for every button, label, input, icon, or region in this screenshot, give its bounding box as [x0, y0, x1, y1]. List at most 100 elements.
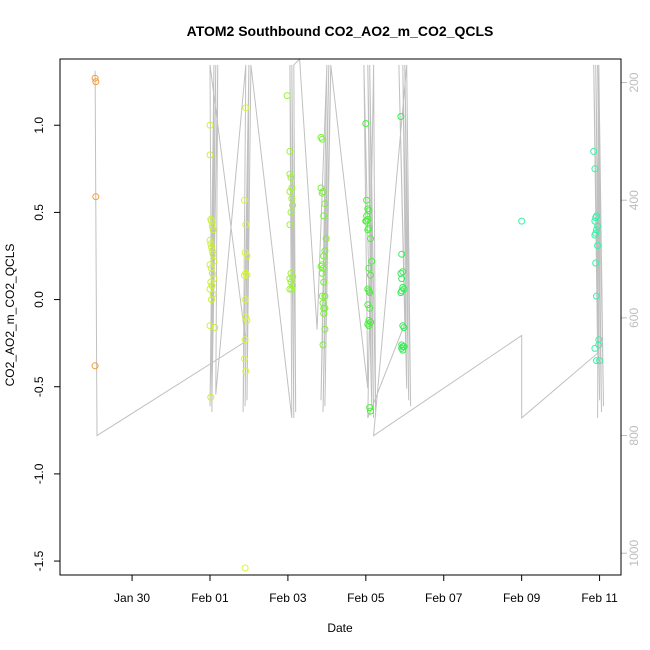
data-point: [364, 320, 372, 328]
data-point: [209, 250, 217, 258]
data-point: [240, 355, 248, 363]
data-point: [286, 188, 294, 195]
data-point: [397, 289, 405, 297]
data-point: [317, 133, 325, 141]
x-tick-label: Feb 01: [191, 591, 229, 605]
data-point: [399, 322, 407, 330]
data-point: [283, 92, 291, 100]
data-point: [318, 261, 326, 269]
x-tick-label: Feb 03: [269, 591, 307, 605]
y2-tick-label: 400: [627, 190, 641, 210]
data-point: [241, 296, 249, 304]
y2-tick-label: 800: [627, 425, 641, 445]
y-tick-label: 0.0: [32, 291, 46, 308]
data-point: [243, 252, 251, 260]
data-point: [318, 135, 326, 143]
data-point: [321, 247, 329, 255]
data-point: [362, 120, 370, 127]
data-point: [365, 264, 373, 272]
data-point: [287, 278, 295, 286]
data-point: [286, 285, 294, 293]
data-point: [363, 212, 371, 220]
data-point: [208, 247, 216, 255]
data-point: [397, 113, 405, 120]
data-point: [209, 226, 217, 234]
plot-frame: [59, 58, 622, 576]
data-point: [365, 322, 373, 330]
data-point: [363, 217, 371, 225]
x-tick-label: Feb 09: [503, 591, 541, 605]
data-point: [322, 235, 330, 243]
x-tick-label: Feb 05: [347, 591, 385, 605]
data-point: [400, 324, 408, 331]
data-point: [397, 269, 405, 277]
y2-tick-label: 1000: [627, 540, 641, 567]
data-point: [207, 240, 215, 248]
data-point: [365, 224, 373, 232]
data-point: [593, 357, 600, 365]
data-point: [364, 285, 372, 293]
data-point: [286, 221, 294, 229]
data-point: [240, 271, 248, 279]
data-point: [242, 269, 250, 277]
x-tick-label: Jan 30: [114, 591, 150, 605]
data-point: [596, 357, 604, 365]
data-point: [286, 275, 294, 283]
data-point: [398, 344, 406, 352]
data-point: [321, 325, 329, 333]
data-point: [288, 195, 296, 202]
data-point: [319, 341, 327, 349]
data-point: [288, 184, 296, 192]
data-point: [365, 317, 373, 324]
data-point: [288, 285, 296, 293]
data-point: [320, 252, 328, 260]
data-point: [286, 147, 294, 155]
y-tick-label: -1.5: [32, 550, 46, 571]
altitude-line: [94, 57, 604, 437]
data-point: [318, 189, 326, 197]
data-point: [320, 278, 328, 286]
data-point: [211, 324, 219, 331]
data-point: [364, 226, 372, 234]
data-point: [366, 304, 374, 312]
data-point: [241, 564, 249, 572]
data-point: [206, 121, 214, 129]
x-tick-label: Feb 07: [425, 591, 463, 605]
data-point: [91, 362, 99, 370]
y-tick-label: 0.5: [32, 204, 46, 221]
data-point: [318, 269, 326, 277]
data-point: [367, 407, 374, 415]
data-point: [400, 343, 408, 351]
data-point: [366, 404, 374, 412]
altitude-layer: [94, 57, 604, 437]
x-axis-label: Date: [327, 621, 353, 635]
y-axis-label: CO2_AO2_m_CO2_QCLS: [3, 244, 17, 387]
data-point: [591, 231, 599, 239]
data-point: [364, 205, 372, 213]
data-point: [210, 257, 218, 265]
data-point: [321, 200, 329, 208]
data-point: [207, 393, 215, 401]
data-point: [241, 336, 249, 344]
data-point: [286, 170, 294, 178]
data-point: [367, 271, 374, 279]
data-point: [366, 289, 374, 297]
data-point: [206, 261, 214, 269]
data-point: [242, 367, 250, 375]
data-point: [318, 292, 326, 300]
data-point: [208, 282, 216, 290]
axes-layer: Jan 30 Feb 01 Feb 03 Feb 05 Feb 07 Feb 09 Feb …: [32, 72, 641, 605]
data-point: [208, 222, 216, 230]
data-point: [399, 346, 407, 354]
data-point: [208, 296, 215, 304]
data-point: [595, 341, 603, 349]
data-point: [92, 78, 100, 86]
data-point: [206, 285, 214, 293]
data-point: [592, 259, 600, 267]
y2-tick-label: 200: [627, 72, 641, 92]
data-point: [206, 322, 214, 330]
points-layer: [91, 74, 604, 572]
data-point: [287, 174, 295, 181]
data-point: [206, 151, 214, 159]
